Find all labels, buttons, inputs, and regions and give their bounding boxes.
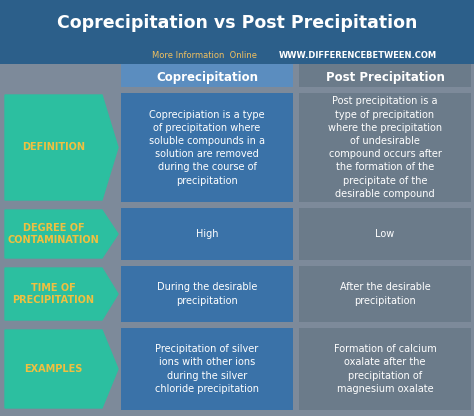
Text: WWW.DIFFERENCEBETWEEN.COM: WWW.DIFFERENCEBETWEEN.COM — [279, 50, 437, 59]
Text: More Information  Online: More Information Online — [153, 50, 257, 59]
Bar — [299, 328, 471, 410]
Text: Low: Low — [375, 229, 395, 239]
Text: Formation of calcium
oxalate after the
precipitation of
magnesium oxalate: Formation of calcium oxalate after the p… — [334, 344, 437, 394]
Text: DEGREE OF
CONTAMINATION: DEGREE OF CONTAMINATION — [8, 223, 100, 245]
Text: DEFINITION: DEFINITION — [22, 143, 85, 153]
Text: Post precipitation is a
type of precipitation
where the precipitation
of undesir: Post precipitation is a type of precipit… — [328, 96, 442, 199]
Bar — [0, 0, 474, 46]
Polygon shape — [5, 330, 118, 408]
Bar — [121, 64, 293, 87]
Polygon shape — [5, 210, 118, 258]
Bar — [121, 328, 293, 410]
Text: Post Precipitation: Post Precipitation — [326, 70, 445, 84]
Bar — [0, 46, 474, 64]
Text: After the desirable
precipitation: After the desirable precipitation — [340, 282, 430, 306]
Bar — [299, 93, 471, 202]
Polygon shape — [5, 95, 118, 200]
Text: Coprecipiation is a type
of precipitation where
soluble compounds in a
solution : Coprecipiation is a type of precipitatio… — [149, 109, 265, 186]
Bar — [299, 64, 471, 87]
Text: EXAMPLES: EXAMPLES — [24, 364, 82, 374]
Bar — [299, 208, 471, 260]
Text: Precipitation of silver
ions with other ions
during the silver
chloride precipit: Precipitation of silver ions with other … — [155, 344, 259, 394]
Text: Coprecipitation vs Post Precipitation: Coprecipitation vs Post Precipitation — [57, 14, 417, 32]
Text: High: High — [196, 229, 218, 239]
Text: Coprecipitation: Coprecipitation — [156, 70, 258, 84]
Text: TIME OF
PRECIPITATION: TIME OF PRECIPITATION — [12, 283, 94, 305]
Bar — [121, 208, 293, 260]
Bar — [121, 93, 293, 202]
Bar — [299, 266, 471, 322]
Text: During the desirable
precipitation: During the desirable precipitation — [157, 282, 257, 306]
Polygon shape — [5, 268, 118, 320]
Bar — [121, 266, 293, 322]
